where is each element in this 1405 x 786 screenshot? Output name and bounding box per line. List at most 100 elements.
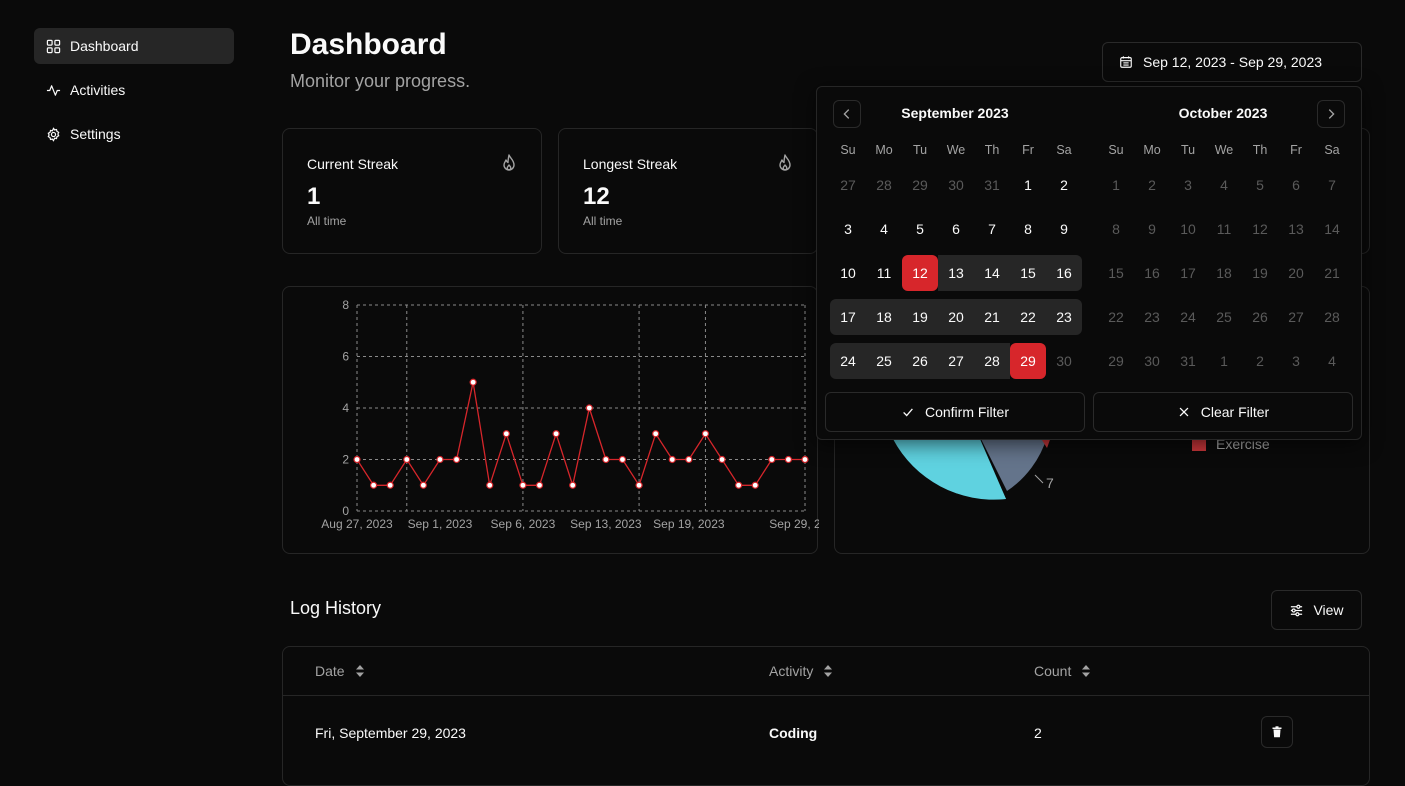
- column-header-activity[interactable]: Activity: [769, 663, 833, 679]
- calendar-day[interactable]: 11: [1216, 221, 1232, 237]
- sidebar-item-settings[interactable]: Settings: [34, 116, 234, 152]
- next-month-button[interactable]: [1317, 100, 1345, 128]
- data-point: [585, 404, 593, 412]
- calendar-day[interactable]: 24: [1180, 309, 1196, 325]
- calendar-day[interactable]: 25: [866, 343, 902, 379]
- calendar-day[interactable]: 8: [1112, 221, 1120, 237]
- calendar-day[interactable]: 16: [1046, 255, 1082, 291]
- calendar-day[interactable]: 24: [830, 343, 866, 379]
- calendar-day[interactable]: 1: [1112, 177, 1120, 193]
- calendar-day[interactable]: 1: [1024, 177, 1032, 193]
- calendar-day[interactable]: 22: [1108, 309, 1124, 325]
- calendar-day[interactable]: 25: [1216, 309, 1232, 325]
- calendar-day[interactable]: 9: [1060, 221, 1068, 237]
- calendar-day[interactable]: 4: [1328, 353, 1336, 369]
- calendar-day[interactable]: 10: [840, 265, 856, 281]
- date-picker-popover: September 2023 October 2023 Su Mo Tu We Th Fr…: [816, 86, 1362, 440]
- calendar-day[interactable]: 2: [1060, 177, 1068, 193]
- column-header-date[interactable]: Date: [315, 663, 365, 679]
- calendar-day[interactable]: 31: [984, 177, 1000, 193]
- sidebar-item-dashboard[interactable]: Dashboard: [34, 28, 234, 64]
- prev-month-button[interactable]: [833, 100, 861, 128]
- calendar-day[interactable]: 11: [876, 265, 892, 281]
- calendar-day[interactable]: 7: [988, 221, 996, 237]
- calendar-day[interactable]: 31: [1180, 353, 1196, 369]
- calendar-day[interactable]: 16: [1144, 265, 1160, 281]
- calendar-day[interactable]: 20: [1288, 265, 1304, 281]
- calendar-day[interactable]: 13: [1288, 221, 1304, 237]
- delete-row-button[interactable]: [1261, 716, 1293, 748]
- calendar-day[interactable]: 7: [1328, 177, 1336, 193]
- stat-title: Current Streak: [307, 156, 399, 172]
- calendar-day[interactable]: 30: [1144, 353, 1160, 369]
- weekday-label: Su: [1108, 143, 1124, 157]
- calendar-day[interactable]: 13: [938, 255, 974, 291]
- view-options-button[interactable]: View: [1271, 590, 1362, 630]
- calendar-day[interactable]: 30: [1056, 353, 1072, 369]
- column-header-label: Date: [315, 663, 345, 679]
- calendar-day[interactable]: 28: [1324, 309, 1340, 325]
- calendar-day[interactable]: 26: [902, 343, 938, 379]
- calendar-day[interactable]: 2: [1256, 353, 1264, 369]
- calendar-day[interactable]: 14: [974, 255, 1010, 291]
- calendar-day[interactable]: 8: [1024, 221, 1032, 237]
- calendar-day[interactable]: 19: [1252, 265, 1268, 281]
- sidebar-item-activities[interactable]: Activities: [34, 72, 234, 108]
- calendar-day[interactable]: 4: [1220, 177, 1228, 193]
- calendar-day[interactable]: 29: [1010, 343, 1046, 379]
- calendar-day[interactable]: 20: [938, 299, 974, 335]
- calendar-day[interactable]: 17: [1180, 265, 1196, 281]
- stat-card-current-streak: Current Streak 1 All time: [282, 128, 542, 254]
- legend-swatch: [1192, 437, 1206, 451]
- calendar-day[interactable]: 27: [1288, 309, 1304, 325]
- calendar-day[interactable]: 3: [1292, 353, 1300, 369]
- y-tick-label: 6: [342, 350, 349, 364]
- calendar-day[interactable]: 28: [974, 343, 1010, 379]
- calendar-day[interactable]: 29: [912, 177, 928, 193]
- calendar-day[interactable]: 29: [1108, 353, 1124, 369]
- calendar-day[interactable]: 19: [902, 299, 938, 335]
- calendar-day[interactable]: 18: [866, 299, 902, 335]
- calendar-day[interactable]: 3: [1184, 177, 1192, 193]
- calendar-day[interactable]: 30: [948, 177, 964, 193]
- calendar-day[interactable]: 4: [880, 221, 888, 237]
- calendar-day[interactable]: 14: [1324, 221, 1340, 237]
- calendar-day[interactable]: 28: [876, 177, 892, 193]
- calendar-day[interactable]: 2: [1148, 177, 1156, 193]
- calendar-day[interactable]: 12: [902, 255, 938, 291]
- calendar-day[interactable]: 17: [830, 299, 866, 335]
- calendar-day[interactable]: 3: [844, 221, 852, 237]
- calendar-day[interactable]: 15: [1108, 265, 1124, 281]
- calendar-day[interactable]: 1: [1220, 353, 1228, 369]
- calendar-day[interactable]: 6: [952, 221, 960, 237]
- calendar-day[interactable]: 27: [938, 343, 974, 379]
- calendar-day[interactable]: 9: [1148, 221, 1156, 237]
- confirm-filter-button[interactable]: Confirm Filter: [825, 392, 1085, 432]
- calendar-day[interactable]: 27: [840, 177, 856, 193]
- calendar-day[interactable]: 10: [1180, 221, 1196, 237]
- calendar-day[interactable]: 23: [1046, 299, 1082, 335]
- calendar-day[interactable]: 22: [1010, 299, 1046, 335]
- calendar-day[interactable]: 21: [1324, 265, 1340, 281]
- column-header-count[interactable]: Count: [1034, 663, 1091, 679]
- stat-title: Longest Streak: [583, 156, 678, 172]
- date-range-button[interactable]: Sep 12, 2023 - Sep 29, 2023: [1102, 42, 1362, 82]
- calendar-day[interactable]: 18: [1216, 265, 1232, 281]
- y-tick-label: 0: [342, 504, 349, 518]
- calendar-day[interactable]: 23: [1144, 309, 1160, 325]
- log-history-title: Log History: [290, 598, 382, 618]
- data-point: [618, 455, 627, 464]
- weekday-label: Sa: [1056, 143, 1072, 157]
- calendar-day[interactable]: 21: [974, 299, 1010, 335]
- calendar-day[interactable]: 15: [1010, 255, 1046, 291]
- sliders-icon: [1291, 604, 1303, 616]
- clear-filter-button[interactable]: Clear Filter: [1093, 392, 1353, 432]
- calendar-day[interactable]: 12: [1252, 221, 1268, 237]
- calendar-day[interactable]: 5: [916, 221, 924, 237]
- calendar-day[interactable]: 26: [1252, 309, 1268, 325]
- pie-legend-item: Exercise: [1192, 436, 1270, 452]
- data-point: [668, 455, 676, 464]
- calendar-day[interactable]: 6: [1292, 177, 1300, 193]
- data-point: [436, 455, 444, 464]
- calendar-day[interactable]: 5: [1256, 177, 1264, 193]
